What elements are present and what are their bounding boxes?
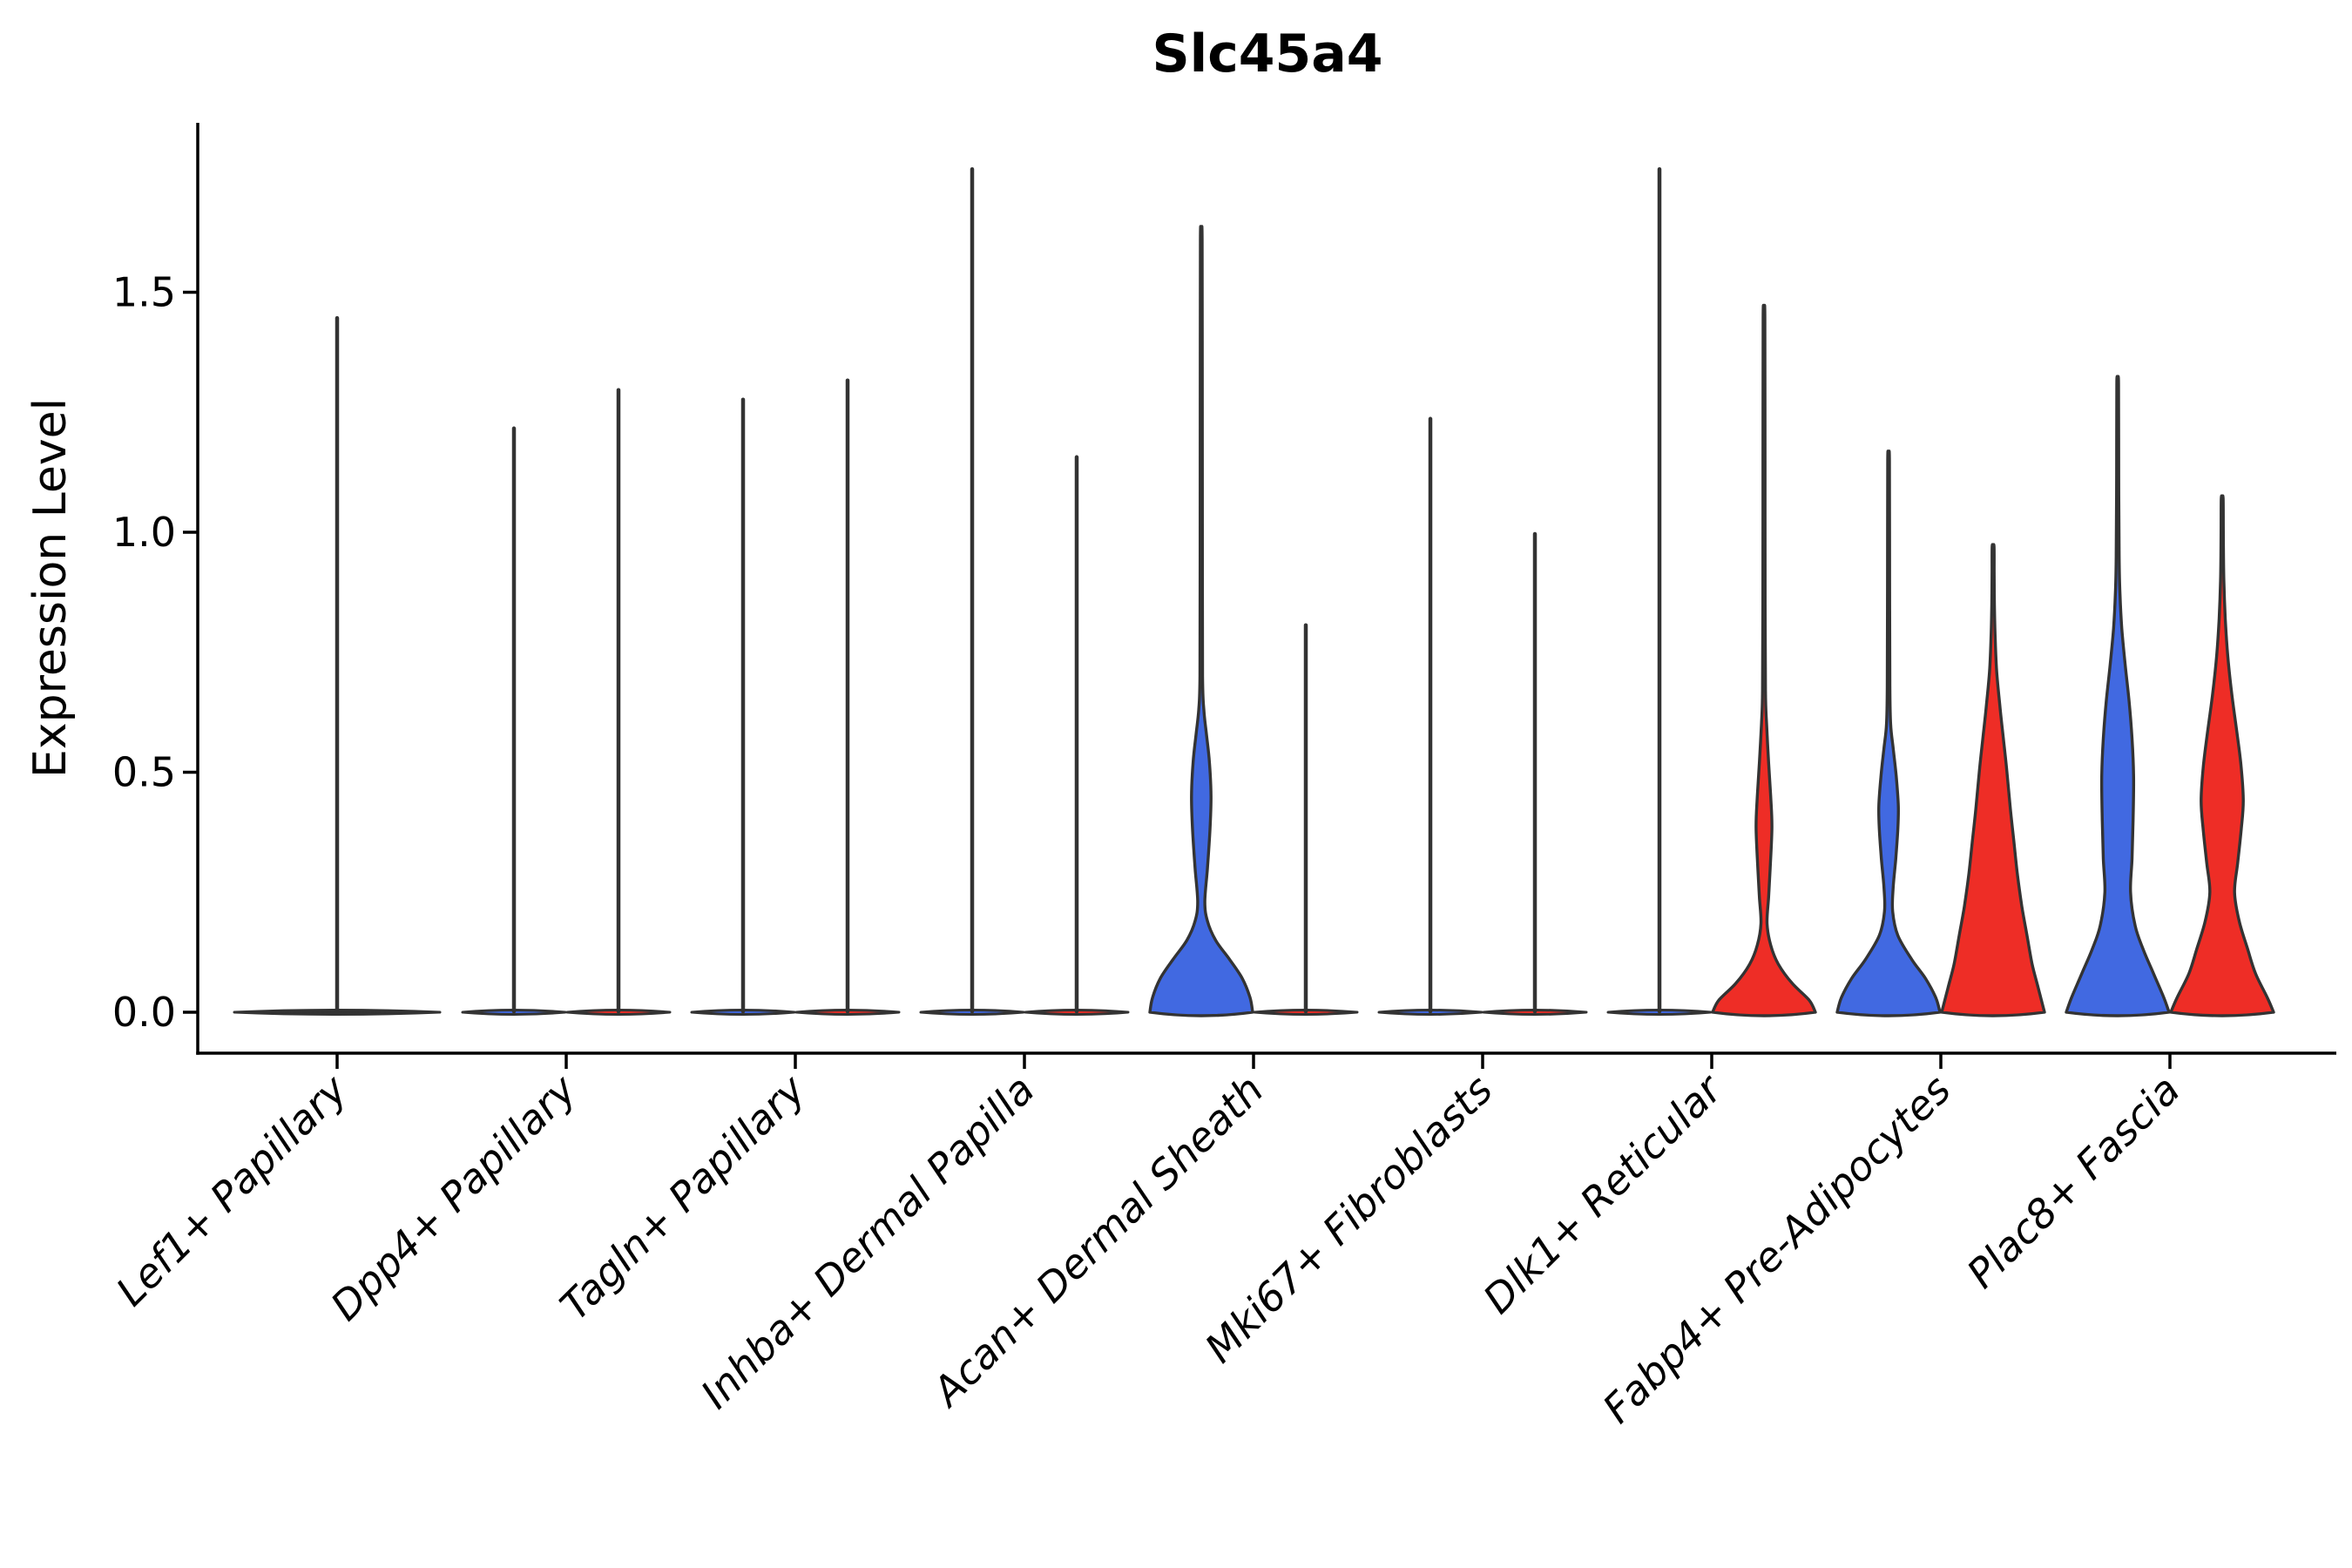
y-tick-label: 0.5 [112, 749, 176, 796]
violin-fabp4-red [1940, 543, 2046, 1017]
y-axis-label: Expression Level [24, 398, 77, 778]
x-tick-label: Dpp4+ Papillary [321, 1065, 585, 1329]
x-tick-label: Plac8+ Fascia [1957, 1066, 2188, 1297]
chart-title: Slc45a4 [1152, 24, 1382, 84]
violin-plac8-red [2169, 494, 2275, 1017]
violin-plac8-blue [2065, 375, 2171, 1017]
violin-fabp4-blue [1835, 449, 1942, 1017]
y-tick-label: 1.5 [112, 269, 176, 316]
violin-acan-blue [1148, 225, 1254, 1017]
x-tick-label: Dlk1+ Reticular [1474, 1064, 1733, 1322]
y-tick-label: 0.0 [112, 989, 176, 1036]
x-tick-label: Lef1+ Papillary [107, 1065, 356, 1315]
y-tick-label: 1.0 [112, 509, 176, 556]
violin-dlk1-red [1711, 303, 1817, 1017]
axes [183, 123, 2336, 1069]
x-tick-label: Tagln+ Papillary [551, 1065, 814, 1329]
violins-layer [233, 166, 2275, 1017]
